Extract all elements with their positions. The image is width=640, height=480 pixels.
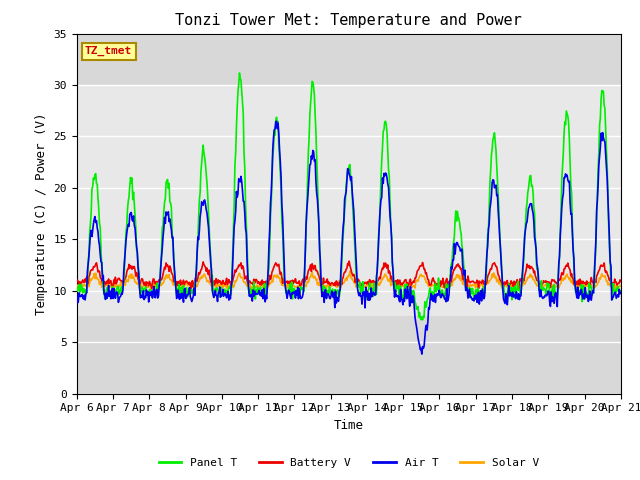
X-axis label: Time: Time	[334, 419, 364, 432]
Bar	[77, 85, 621, 316]
Title: Tonzi Tower Met: Temperature and Power: Tonzi Tower Met: Temperature and Power	[175, 13, 522, 28]
Text: TZ_tmet: TZ_tmet	[85, 46, 132, 57]
Legend: Panel T, Battery V, Air T, Solar V: Panel T, Battery V, Air T, Solar V	[154, 453, 543, 472]
Y-axis label: Temperature (C) / Power (V): Temperature (C) / Power (V)	[35, 112, 48, 315]
